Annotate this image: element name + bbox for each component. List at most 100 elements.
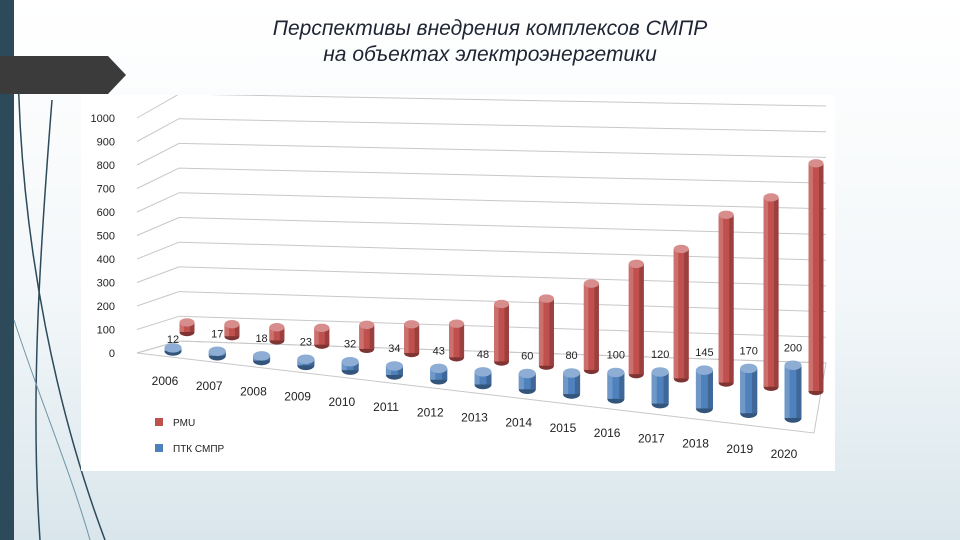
gridline-wall: [136, 315, 180, 330]
data-label: 34: [388, 343, 400, 355]
bar-ptk-2009: [297, 354, 315, 371]
data-label: 18: [255, 333, 267, 345]
y-tick-label: 0: [109, 348, 115, 360]
x-tick-label: 2015: [550, 421, 577, 435]
bar-ptk-2011: [385, 361, 403, 380]
bar-chart: 0 100 200 300 400 500 600 700 800 900 1000 12 17 18 23…: [91, 95, 827, 461]
data-label: 60: [521, 350, 533, 362]
y-tick-label: 200: [97, 301, 115, 313]
bar-pmu-2009: [314, 323, 330, 349]
y-tick-label: 300: [97, 278, 115, 290]
gridline-wall: [136, 291, 180, 307]
gridline: [178, 192, 827, 210]
y-tick-label: 900: [97, 137, 115, 149]
x-tick-label: 2009: [284, 390, 311, 404]
legend-label: PMU: [173, 418, 195, 429]
bar-pmu-2016: [628, 259, 644, 379]
bar-pmu-2018: [718, 210, 734, 387]
gridline: [178, 142, 827, 158]
gridline-wall: [136, 266, 180, 283]
bar-ptk-2017: [651, 367, 669, 409]
data-label: 80: [565, 350, 577, 362]
bar-pmu-2019: [763, 193, 779, 391]
bar-ptk-2007: [208, 346, 226, 361]
bar-ptk-2016: [607, 367, 625, 404]
y-tick-label: 500: [97, 231, 115, 243]
x-tick-label: 2020: [771, 447, 798, 461]
legend-swatch: [155, 418, 163, 426]
data-label: 23: [300, 336, 312, 348]
slide-title-line-1: Перспективы внедрения комплексов СМПР: [272, 17, 708, 40]
title-arrow-shape: [0, 56, 126, 94]
x-tick-label: 2018: [682, 437, 709, 451]
y-tick-label: 600: [97, 207, 115, 219]
data-label: 170: [740, 345, 758, 357]
data-label: 12: [167, 334, 179, 346]
data-label: 48: [477, 349, 489, 361]
gridline: [178, 266, 827, 287]
x-tick-label: 2016: [594, 426, 621, 440]
bar-ptk-2010: [341, 356, 359, 375]
legend-label: ПТК СМПР: [173, 444, 225, 455]
bar-pmu-2011: [404, 320, 420, 358]
x-tick-label: 2008: [240, 384, 267, 398]
bar-pmu-2013: [494, 299, 509, 366]
y-tick-label: 400: [97, 254, 115, 266]
data-label: 145: [695, 347, 713, 359]
bar-ptk-2015: [563, 368, 581, 399]
gridline: [178, 118, 827, 133]
left-decorative-lines: [13, 59, 106, 540]
y-tick-label: 1000: [91, 113, 115, 125]
x-tick-label: 2007: [196, 379, 223, 393]
slide-title-line-2: на объектах электроэнергетики: [323, 43, 657, 66]
data-label: 32: [344, 339, 356, 351]
x-tick-label: 2019: [726, 442, 753, 456]
bar-pmu-2014: [538, 294, 554, 370]
gridline-wall: [136, 142, 180, 166]
x-tick-label: 2010: [329, 395, 356, 409]
y-tick-label: 100: [97, 325, 115, 337]
x-tick-label: 2011: [373, 400, 399, 414]
bar-pmu-2020: [808, 159, 824, 396]
x-tick-label: 2014: [505, 416, 532, 430]
data-label: 120: [651, 349, 669, 361]
bar-pmu-2017: [673, 244, 689, 383]
gridline: [178, 217, 827, 235]
bar-ptk-2012: [430, 363, 448, 385]
bar-pmu-2015: [583, 279, 599, 375]
gridline: [205, 95, 827, 107]
gridline-wall: [136, 95, 179, 119]
bar-ptk-2018: [695, 365, 713, 414]
gridline: [178, 167, 827, 184]
x-tick-label: 2017: [638, 431, 665, 445]
chart-panel: 0 100 200 300 400 500 600 700 800 900 1000 12 17 18 23…: [81, 95, 835, 471]
x-tick-label: 2006: [152, 374, 179, 388]
bar-ptk-2013: [474, 367, 492, 390]
y-tick-label: 800: [97, 160, 115, 172]
gridline-wall: [136, 118, 180, 142]
gridline-wall: [136, 167, 180, 189]
slide-title: Перспективы внедрения комплексов СМПР на…: [160, 16, 820, 68]
bar-pmu-2007: [224, 320, 240, 341]
gridline-wall: [136, 241, 180, 260]
data-label: 200: [784, 342, 802, 354]
left-accent-band: [0, 0, 14, 540]
bar-pmu-2012: [449, 319, 465, 362]
bar-pmu-2008: [269, 323, 285, 345]
gridline: [178, 241, 827, 261]
data-label: 17: [211, 328, 223, 340]
bar-ptk-2014: [518, 368, 536, 395]
bar-pmu-2010: [359, 320, 375, 354]
x-tick-label: 2013: [461, 411, 488, 425]
chart-floor: [136, 340, 827, 434]
y-tick-label: 700: [97, 184, 115, 196]
data-label: 43: [433, 345, 445, 357]
bar-ptk-2020: [784, 360, 802, 423]
bar-ptk-2008: [253, 351, 271, 366]
bar-pmu-2006: [179, 318, 195, 337]
x-tick-label: 2012: [417, 405, 444, 419]
bar-ptk-2019: [740, 363, 758, 418]
gridline-wall: [136, 192, 180, 213]
gridline-wall: [136, 217, 180, 236]
legend-swatch: [155, 444, 163, 452]
